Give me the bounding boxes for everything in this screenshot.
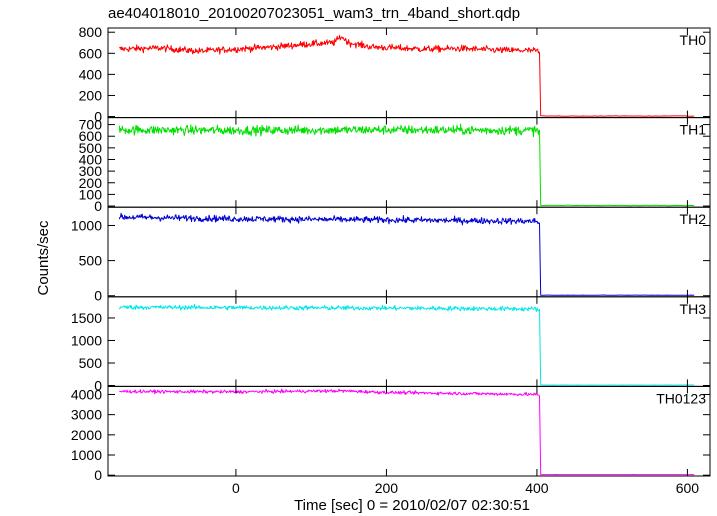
y-tick-label: 700 <box>79 117 103 133</box>
y-tick-label: 200 <box>79 87 103 103</box>
y-tick-label: 800 <box>79 24 103 40</box>
panel-frame <box>107 27 711 119</box>
panel-frame <box>107 117 711 208</box>
y-tick-label: 100 <box>79 186 103 202</box>
y-tick-label: 400 <box>79 151 103 167</box>
panel-th0123: 0 1000 2000 3000 4000 TH0123 <box>71 385 711 483</box>
y-tick-label: 200 <box>79 175 103 191</box>
chart-title: ae404018010_20100207023051_wam3_trn_4ban… <box>108 5 520 22</box>
panel-th2: 0 500 1000 TH2 <box>71 206 711 304</box>
panel-label-th0123: TH0123 <box>656 390 706 406</box>
y-tick-label: 1000 <box>71 332 102 348</box>
y-tick-label: 500 <box>79 140 103 156</box>
series-line-th3 <box>118 303 695 386</box>
panel-frame <box>107 296 711 387</box>
x-tick-label: 0 <box>232 480 240 496</box>
y-axis-label: Counts/sec <box>35 220 52 296</box>
y-tick-label: 0 <box>94 109 102 125</box>
series-line-th1 <box>118 123 695 207</box>
y-tick-label: 500 <box>79 355 103 371</box>
y-tick-label: 3000 <box>71 407 102 423</box>
panel-label-th2: TH2 <box>680 211 707 227</box>
panel-frame <box>107 385 711 477</box>
panel-label-th3: TH3 <box>680 301 707 317</box>
y-tick-label: 0 <box>94 198 102 214</box>
y-tick-label: 600 <box>79 128 103 144</box>
series-line-th0 <box>118 34 695 117</box>
y-tick-label: 2000 <box>71 427 102 443</box>
x-tick-label: 200 <box>375 480 399 496</box>
y-tick-label: 4000 <box>71 386 102 402</box>
panel-th0: 0 200 400 600 800 TH0 <box>79 24 711 125</box>
x-axis-label: Time [sec] 0 = 2010/02/07 02:30:51 <box>294 497 530 514</box>
y-tick-label: 1000 <box>71 447 102 463</box>
x-tick-label: 400 <box>525 480 549 496</box>
y-tick-label: 0 <box>94 467 102 483</box>
y-tick-label: 600 <box>79 45 103 61</box>
x-tick-label: 600 <box>676 480 700 496</box>
y-tick-label: 1500 <box>71 310 102 326</box>
panel-th3: 0 500 1000 1500 TH3 <box>71 296 711 393</box>
y-tick-label: 400 <box>79 66 103 82</box>
y-tick-label: 0 <box>94 377 102 393</box>
series-line-th0123 <box>119 388 695 476</box>
panel-label-th1: TH1 <box>680 122 707 138</box>
y-tick-label: 1000 <box>71 217 102 233</box>
y-tick-label: 300 <box>79 163 103 179</box>
panel-label-th0: TH0 <box>680 32 707 48</box>
series-line-th2 <box>118 212 695 296</box>
y-tick-label: 0 <box>94 288 102 304</box>
y-tick-label: 500 <box>79 253 103 269</box>
